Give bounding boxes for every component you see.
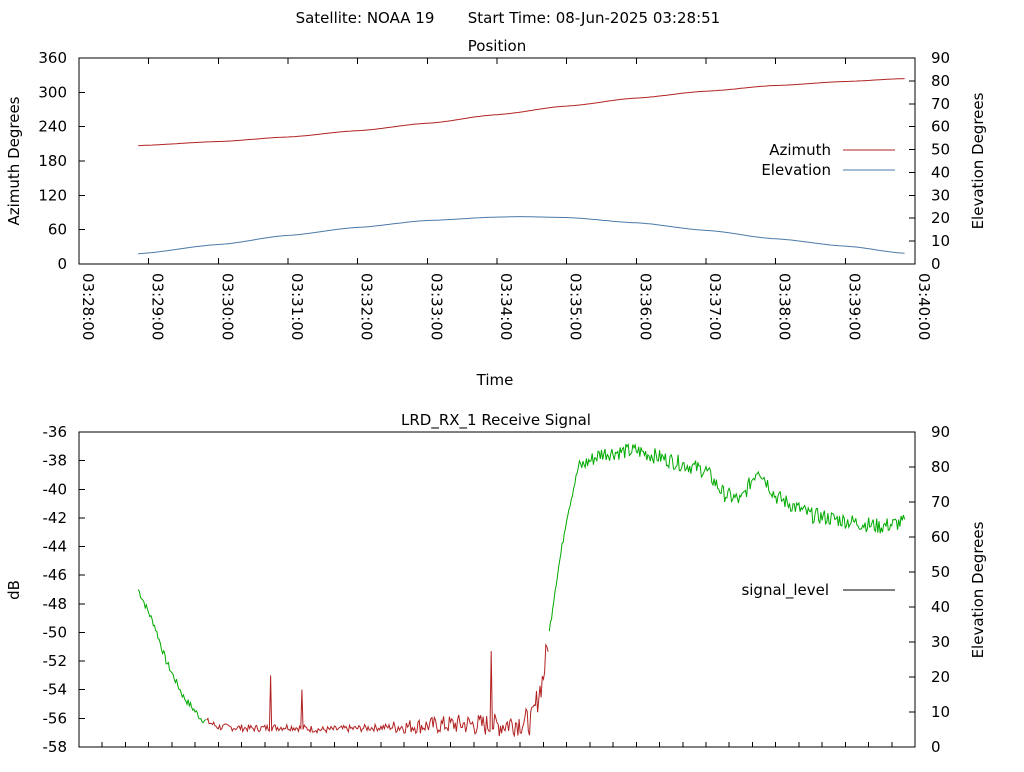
position-y2-tick-label: 0 [931,255,941,273]
signal-y-axis-label: dB [5,580,23,600]
signal-y-tick-label: -58 [43,738,68,756]
position-y-tick-label: 60 [48,221,67,239]
position-x-tick-label: 03:30:00 [218,273,236,340]
signal-y-tick-label: -44 [43,538,68,556]
signal-level-line-low [206,643,549,738]
signal-chart: LRD_RX_1 Receive Signal dB Elevation Deg… [5,411,987,756]
position-y-tick-label: 300 [38,83,67,101]
signal-level-line-high [548,442,906,632]
signal-y-tick-label: -36 [43,423,68,441]
position-y2-tick-label: 80 [931,72,950,90]
position-y2-tick-label: 20 [931,209,950,227]
signal-y2-tick-label: 80 [931,458,950,476]
signal-y2-tick-label: 60 [931,528,950,546]
signal-y2-axis-label: Elevation Degrees [969,521,987,658]
position-x-axis-label: Time [476,371,514,389]
signal-y-tick-label: -40 [43,480,68,498]
position-y2-tick-label: 50 [931,141,950,159]
signal-y2-tick-label: 0 [931,738,941,756]
signal-y-tick-label: -56 [43,709,68,727]
position-y-tick-label: 180 [38,152,67,170]
position-y2-tick-label: 70 [931,95,950,113]
signal-y2-tick-label: 90 [931,423,950,441]
position-x-tick-label: 03:29:00 [149,273,167,340]
signal-y-tick-label: -54 [43,681,68,699]
position-x-tick-label: 03:33:00 [427,273,445,340]
position-y2-tick-label: 40 [931,163,950,181]
position-x-tick-label: 03:34:00 [497,273,515,340]
signal-y2-tick-label: 30 [931,633,950,651]
position-x-tick-label: 03:31:00 [288,273,306,340]
signal-y2-tick-label: 40 [931,598,950,616]
legend-azimuth-label: Azimuth [769,141,831,159]
legend-elevation-label: Elevation [761,161,831,179]
header-start-time: Start Time: 08-Jun-2025 03:28:51 [468,9,720,27]
position-x-tick-label: 03:39:00 [845,273,863,340]
position-y-tick-label: 0 [57,255,67,273]
header-satellite: Satellite: NOAA 19 [296,9,435,27]
position-x-tick-label: 03:40:00 [915,273,933,340]
position-chart-title: Position [468,37,526,55]
position-y2-tick-label: 10 [931,232,950,250]
elevation-series-line [138,216,905,255]
signal-y-tick-label: -42 [43,509,68,527]
signal-y2-tick-label: 50 [931,563,950,581]
position-chart: Position Azimuth Degrees Elevation Degre… [5,37,987,389]
position-y2-tick-label: 90 [931,49,950,67]
position-x-tick-label: 03:35:00 [567,273,585,340]
signal-level-line-rise [137,589,206,724]
signal-y-tick-label: -38 [43,452,68,470]
signal-y-tick-label: -48 [43,595,68,613]
position-x-tick-label: 03:36:00 [636,273,654,340]
position-x-tick-label: 03:28:00 [79,273,97,340]
azimuth-series-line [138,78,905,147]
signal-y2-tick-label: 70 [931,493,950,511]
signal-y2-tick-label: 20 [931,668,950,686]
legend-signal-level-label: signal_level [741,581,829,600]
signal-y2-tick-label: 10 [931,703,950,721]
position-y-tick-label: 120 [38,186,67,204]
position-x-tick-label: 03:37:00 [706,273,724,340]
position-y2-axis-label: Elevation Degrees [969,92,987,229]
signal-y-tick-label: -46 [43,566,68,584]
position-y-axis-label: Azimuth Degrees [5,96,23,225]
position-y2-tick-label: 30 [931,186,950,204]
signal-y-tick-label: -50 [43,623,68,641]
position-y-tick-label: 360 [38,49,67,67]
position-y-tick-label: 240 [38,118,67,136]
position-x-tick-label: 03:38:00 [776,273,794,340]
position-x-tick-label: 03:32:00 [358,273,376,340]
signal-y-tick-label: -52 [43,652,68,670]
signal-chart-title: LRD_RX_1 Receive Signal [401,411,591,430]
position-y2-tick-label: 60 [931,118,950,136]
